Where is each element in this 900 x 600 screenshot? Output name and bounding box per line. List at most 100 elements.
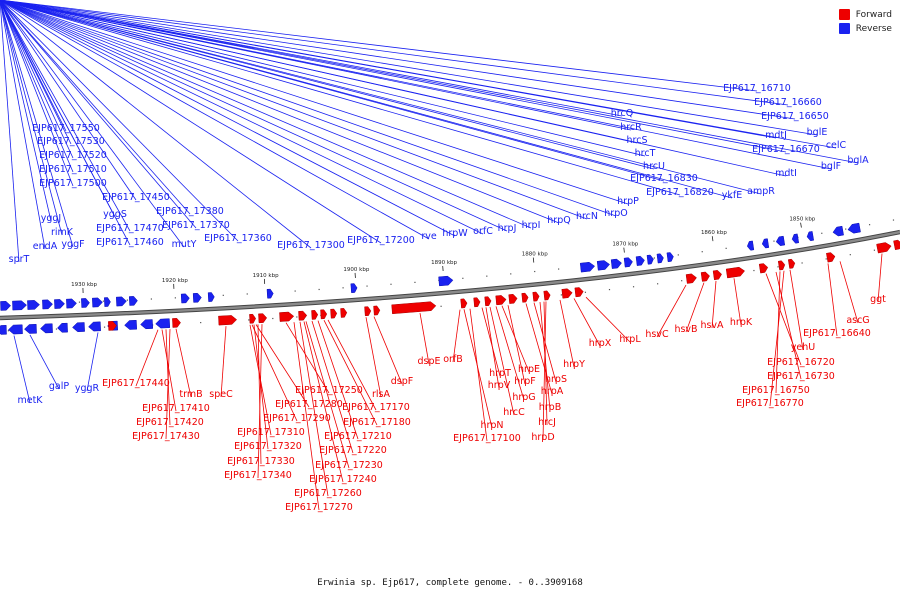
- leader-line: [373, 316, 403, 385]
- gene-label: hrpL: [619, 334, 641, 345]
- gene-label: EJP617_17320: [234, 441, 302, 452]
- leader-line: [0, 0, 430, 240]
- gene-label: EJP617_17280: [275, 399, 343, 410]
- gene-label: trmB: [179, 389, 202, 400]
- leader-line: [559, 299, 575, 368]
- gene-label: dspE: [417, 356, 440, 367]
- leader-line: [0, 0, 131, 232]
- ruler-dot-upper: [200, 321, 202, 324]
- leader-line: [365, 317, 382, 398]
- leader-line: [13, 335, 31, 404]
- gene-label: EJP617_17200: [347, 235, 415, 246]
- leader-line: [542, 301, 547, 441]
- leader-line: [0, 0, 456, 237]
- gene-label: ascG: [846, 315, 869, 326]
- gene-arrow-forward: [893, 239, 900, 251]
- gene-arrow-forward: [108, 321, 117, 331]
- gene-label: EJP617_17310: [237, 427, 305, 438]
- ruler-dot-lower: [414, 281, 416, 283]
- gene-arrow-reverse: [24, 324, 37, 334]
- ruler-dot-upper: [440, 305, 442, 307]
- gene-label: mdtJ: [765, 130, 787, 141]
- gene-arrows: [0, 222, 900, 335]
- leader-line: [0, 0, 796, 120]
- gene-arrow-forward: [685, 273, 697, 284]
- gene-arrow-forward: [311, 310, 319, 320]
- gene-label: hsvB: [674, 324, 697, 335]
- leader-line: [0, 0, 52, 222]
- tick-line: [532, 257, 535, 263]
- gene-arrow-forward: [298, 310, 308, 321]
- gene-arrow-forward: [249, 313, 256, 324]
- ruler-dot-upper: [584, 291, 587, 293]
- leader-line: [827, 263, 838, 337]
- gene-arrow-forward: [725, 266, 746, 279]
- gene-label: hrcN: [576, 211, 598, 222]
- gene-arrow-reverse: [610, 258, 622, 269]
- gene-arrow-reverse: [646, 254, 654, 265]
- leader-line: [0, 0, 197, 229]
- gene-arrow-forward: [574, 287, 584, 298]
- gene-label: EJP617_16660: [754, 97, 822, 108]
- gene-label: hrpW: [442, 228, 468, 239]
- leader-line: [769, 270, 785, 407]
- leader-line: [711, 280, 717, 329]
- leader-line: [0, 0, 646, 157]
- ruler-dot-lower: [150, 298, 152, 300]
- gene-label: EJP617_17260: [294, 488, 362, 499]
- gene-label: EJP617_17240: [309, 474, 377, 485]
- gene-label: EJP617_17410: [142, 403, 210, 414]
- leader-line: [0, 0, 617, 217]
- leader-line: [317, 320, 359, 440]
- gene-label: EJP617_16750: [742, 385, 810, 396]
- legend-swatch-forward: [838, 9, 850, 20]
- gene-arrow-forward: [340, 308, 348, 318]
- leader-line: [0, 0, 239, 242]
- gene-arrow-reverse: [746, 240, 755, 251]
- gene-label: EJP617_17370: [162, 220, 230, 231]
- leader-line: [0, 0, 508, 232]
- leader-line: [733, 278, 742, 326]
- leader-line: [0, 0, 185, 248]
- leader-line: [0, 0, 532, 229]
- gene-arrow-reverse: [27, 300, 40, 310]
- leader-line: [495, 306, 525, 401]
- gene-arrow-reverse: [72, 322, 85, 332]
- gene-label: EJP617_17510: [39, 164, 107, 175]
- leader-line: [469, 308, 488, 442]
- gene-arrow-reverse: [761, 238, 770, 249]
- ruler-dot-lower: [486, 275, 488, 277]
- gene-label: hrpI: [522, 220, 541, 231]
- ruler-dot-lower: [102, 300, 105, 302]
- gene-arrow-reverse: [438, 275, 454, 287]
- leader-line: [305, 321, 350, 469]
- gene-label: hrpB: [539, 402, 561, 413]
- leader-line: [0, 0, 484, 235]
- gene-arrow-reverse: [180, 293, 190, 304]
- gene-label: EJP617_17100: [453, 433, 521, 444]
- gene-label: EJP617_17300: [277, 240, 345, 251]
- leader-line: [0, 0, 832, 170]
- gene-label: EJP617_16650: [761, 111, 829, 122]
- leader-line: [0, 0, 758, 92]
- gene-label: metK: [17, 395, 43, 406]
- gene-label: hrpA: [541, 386, 564, 397]
- ruler-dot-upper: [753, 269, 755, 272]
- gene-arrow-reverse: [207, 292, 215, 302]
- leader-line: [485, 307, 500, 389]
- leader-line: [0, 0, 74, 173]
- leader-line: [0, 0, 681, 196]
- gene-label: yggJ: [41, 213, 61, 224]
- gene-arrow-forward: [172, 318, 181, 328]
- gene-arrow-forward: [320, 309, 328, 320]
- gene-arrow-reverse: [596, 260, 610, 271]
- gene-arrow-forward: [777, 260, 786, 271]
- gene-arrow-reverse: [579, 261, 596, 273]
- leader-line: [765, 273, 802, 366]
- gene-arrow-reverse: [57, 322, 68, 333]
- gene-label: hrpV: [488, 380, 511, 391]
- gene-arrow-reverse: [12, 300, 27, 311]
- gene-label: EJP617_17170: [342, 402, 410, 413]
- gene-arrow-forward: [364, 306, 372, 317]
- tick-label: 1870 kbp: [612, 242, 638, 248]
